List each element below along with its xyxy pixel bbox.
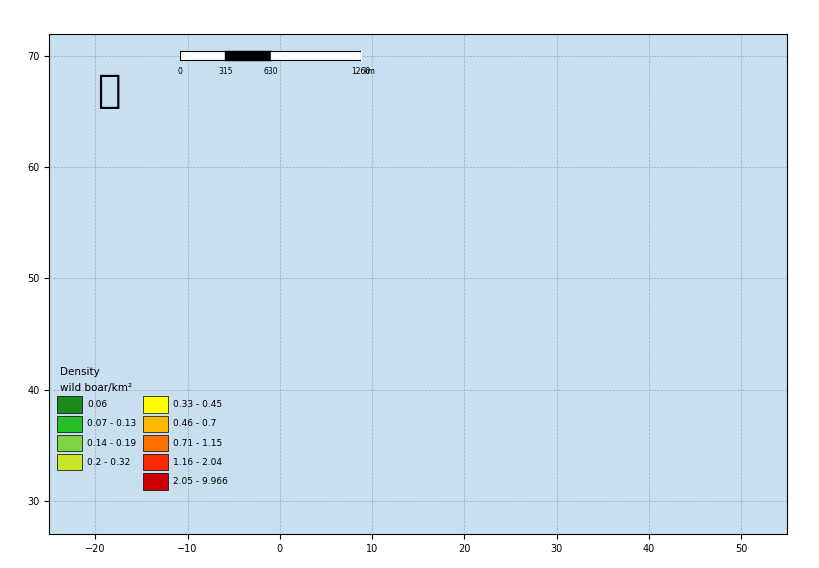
FancyBboxPatch shape: [57, 435, 82, 451]
FancyBboxPatch shape: [57, 416, 82, 432]
Text: 2.05 - 9.966: 2.05 - 9.966: [173, 477, 228, 486]
Text: 0: 0: [178, 67, 183, 76]
Text: 0.14 - 0.19: 0.14 - 0.19: [87, 438, 136, 448]
Text: 0.07 - 0.13: 0.07 - 0.13: [87, 419, 136, 428]
Text: 315: 315: [218, 67, 233, 76]
FancyBboxPatch shape: [143, 454, 168, 470]
Text: 0.46 - 0.7: 0.46 - 0.7: [173, 419, 216, 428]
Text: Density: Density: [61, 367, 100, 378]
FancyBboxPatch shape: [143, 474, 168, 490]
FancyBboxPatch shape: [57, 396, 82, 412]
FancyBboxPatch shape: [143, 416, 168, 432]
Text: km: km: [363, 67, 375, 76]
Text: 0.71 - 1.15: 0.71 - 1.15: [173, 438, 222, 448]
Text: 0.33 - 0.45: 0.33 - 0.45: [173, 400, 222, 409]
Text: 1.16 - 2.04: 1.16 - 2.04: [173, 458, 222, 467]
Text: 1260: 1260: [351, 67, 370, 76]
FancyBboxPatch shape: [57, 454, 82, 470]
Text: 0.2 - 0.32: 0.2 - 0.32: [87, 458, 130, 467]
Text: 🐗: 🐗: [97, 72, 120, 110]
Text: 630: 630: [263, 67, 278, 76]
FancyBboxPatch shape: [143, 435, 168, 451]
Text: wild boar/km²: wild boar/km²: [61, 383, 133, 393]
FancyBboxPatch shape: [143, 396, 168, 412]
Text: 0.06: 0.06: [87, 400, 107, 409]
